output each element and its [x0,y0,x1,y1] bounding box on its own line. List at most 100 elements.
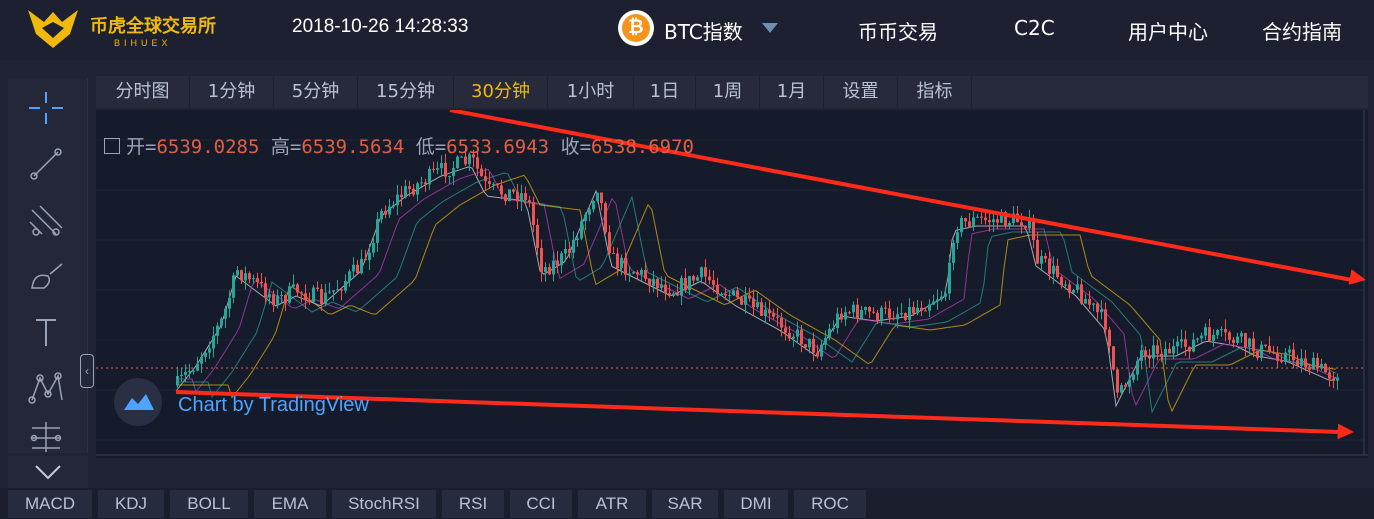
high-label: 高= [270,136,302,158]
candle-body [968,221,971,227]
candle-body [220,318,223,326]
candle-body [336,289,339,291]
candle-body [960,218,963,233]
expand-legend-icon[interactable] [104,138,120,154]
candle-body [1212,334,1215,341]
candle-body [696,277,699,281]
tab-indicators[interactable]: 指标 [898,76,972,108]
pattern-icon[interactable] [26,370,66,406]
lower-trend-line-head [1337,423,1354,440]
candle-body [428,168,431,185]
candle-body [680,277,683,296]
candle-body [288,286,291,303]
candle-body [928,304,931,311]
indicator-kdj[interactable]: KDJ [98,490,164,518]
candle-body [1000,211,1003,223]
candle-body [620,257,623,269]
candle-body [396,194,399,206]
nav-spot-trading[interactable]: 币币交易 [858,20,938,44]
indicator-rsi[interactable]: RSI [442,490,504,518]
price-chart[interactable]: 09:0021222324252615:00 [96,108,1369,478]
candle-body [232,275,235,298]
candle-body [1028,219,1031,229]
candle-body [820,344,823,357]
candle-body [1176,341,1179,347]
candle-body [408,186,411,189]
fib-icon[interactable] [26,202,66,238]
candle-body [348,271,351,282]
candle-body [1088,298,1091,305]
candle-body [956,232,959,243]
candle-body [404,186,407,198]
tradingview-watermark[interactable]: Chart by TradingView [178,394,369,416]
candle-body [596,192,599,202]
indicator-dmi[interactable]: DMI [724,490,788,518]
candle-body [1268,345,1271,353]
caret-down-icon[interactable] [762,23,778,33]
tab-time-share[interactable]: 分时图 [96,76,190,108]
tab-1month[interactable]: 1月 [760,76,824,108]
brush-icon[interactable] [26,258,66,294]
candle-body [1036,239,1039,264]
tab-1min[interactable]: 1分钟 [190,76,274,108]
tab-5min[interactable]: 5分钟 [274,76,358,108]
candle-body [520,193,523,202]
text-icon[interactable] [26,314,66,350]
candle-body [320,289,323,304]
index-selector[interactable]: BTC指数 [664,20,743,44]
candlestick-chart[interactable]: 09:0021222324252615:00 [96,108,1369,478]
candle-body [204,352,207,357]
tab-1hour[interactable]: 1小时 [548,76,634,108]
candle-body [800,329,803,345]
indicator-macd[interactable]: MACD [8,490,92,518]
candle-body [352,264,355,272]
candle-body [628,273,631,275]
candle-body [332,290,335,292]
candle-body [1148,356,1151,359]
tab-15min[interactable]: 15分钟 [358,76,454,108]
tab-1day[interactable]: 1日 [634,76,696,108]
tab-1week[interactable]: 1周 [696,76,760,108]
candle-body [556,260,559,266]
candle-body [1040,256,1043,264]
candle-body [808,338,811,348]
indicator-roc[interactable]: ROC [794,490,866,518]
ohlc-legend: 开=6539.0285 高=6539.5634 低=6533.6943 收=65… [104,132,694,159]
candle-body [856,304,859,319]
candle-body [1180,339,1183,342]
candle-body [1068,284,1071,293]
nav-user-center[interactable]: 用户中心 [1128,20,1208,44]
candle-body [316,287,319,290]
candle-body [436,168,439,170]
crosshair-icon[interactable] [26,90,66,126]
more-tools-button[interactable] [8,456,88,490]
indicator-sar[interactable]: SAR [652,490,718,518]
candle-body [528,200,531,203]
indicator-cci[interactable]: CCI [510,490,572,518]
candle-body [1128,379,1131,387]
candle-body [1272,352,1275,354]
candle-body [468,154,471,165]
candle-body [1164,348,1167,358]
collapse-toolbar-button[interactable]: ‹ [80,354,94,388]
candle-body [580,221,583,239]
indicator-ema[interactable]: EMA [254,490,326,518]
candle-body [736,290,739,298]
candle-body [932,301,935,305]
candle-body [872,311,875,313]
indicator-atr[interactable]: ATR [578,490,646,518]
indicator-boll[interactable]: BOLL [170,490,248,518]
candle-body [608,232,611,254]
candle-body [424,182,427,185]
trend-line-icon[interactable] [26,146,66,182]
nav-contract-guide[interactable]: 合约指南 [1262,20,1342,44]
brand-logo[interactable]: 币虎全球交易所 BIHUEX [22,4,242,54]
candle-body [1288,349,1291,353]
nav-c2c[interactable]: C2C [1014,16,1055,40]
candle-body [588,209,591,215]
measure-icon[interactable] [26,418,66,454]
indicator-stochrsi[interactable]: StochRSI [332,490,436,518]
tab-30min[interactable]: 30分钟 [454,76,548,108]
tab-settings[interactable]: 设置 [824,76,898,108]
candle-body [860,309,863,319]
